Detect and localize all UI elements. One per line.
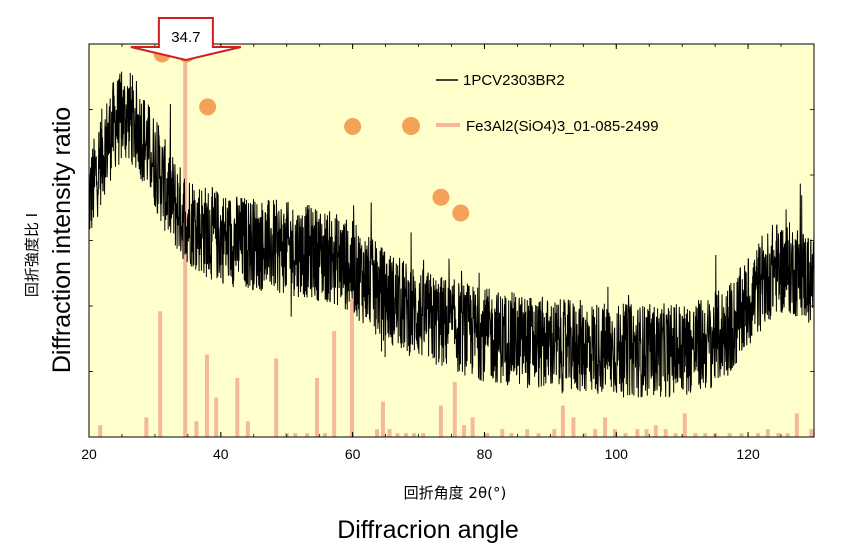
reference-peak [462, 425, 467, 437]
x-tick-label: 80 [477, 446, 493, 462]
legend-marker-reference [402, 117, 420, 135]
reference-peak [635, 429, 640, 437]
reference-peak [235, 378, 240, 437]
reference-peak [380, 401, 385, 437]
reference-peak [411, 433, 416, 437]
reference-peak [509, 433, 514, 437]
measured-line [88, 71, 815, 398]
reference-peak [322, 433, 327, 437]
reference-peak [158, 311, 163, 437]
x-tick-label: 120 [736, 446, 760, 462]
reference-peak [776, 433, 781, 437]
reference-peak [727, 433, 732, 437]
plot-area [88, 43, 815, 438]
reference-peak [703, 433, 708, 437]
reference-peak [739, 433, 744, 437]
x-tick-label: 20 [81, 446, 97, 462]
reference-peak [765, 429, 770, 437]
reference-peak [663, 429, 668, 437]
reference-peak [794, 413, 799, 437]
reference-peak [349, 299, 354, 437]
peak-marker [452, 204, 470, 222]
peak-marker [344, 118, 362, 136]
reference-peak [644, 429, 649, 437]
reference-peak [305, 433, 310, 437]
reference-peak [593, 429, 598, 437]
legend-label-measured: 1PCV2303BR2 [463, 72, 565, 89]
reference-peak [682, 413, 687, 437]
x-axis-title-jp: 回折角度 2θ(°) [404, 484, 507, 502]
x-tick-label: 60 [345, 446, 361, 462]
peak-marker [199, 98, 217, 116]
x-tick-label: 40 [213, 446, 229, 462]
callout-label: 34.7 [171, 29, 200, 46]
reference-peak [293, 433, 298, 437]
reference-peak [375, 429, 380, 437]
reference-peak [693, 433, 698, 437]
reference-peak [452, 381, 457, 437]
reference-peak [438, 405, 443, 437]
reference-peak [653, 425, 658, 437]
reference-peak [144, 417, 149, 437]
x-axis: 20 40 60 80 100 120 [81, 44, 760, 462]
reference-peak [194, 421, 199, 437]
reference-peak [525, 429, 530, 437]
reference-peak [571, 417, 576, 437]
reference-peak [485, 433, 490, 437]
reference-peak [552, 429, 557, 437]
reference-peak [470, 417, 475, 437]
peak-callout: 34.7 [130, 17, 242, 62]
reference-peak [274, 358, 279, 437]
reference-peak [214, 397, 219, 437]
frame-ticks [88, 43, 815, 438]
reference-peak [623, 433, 628, 437]
reference-peak [755, 433, 760, 437]
reference-peak [536, 433, 541, 437]
y-axis-title-jp: 回折強度比 I [23, 213, 41, 297]
reference-peak [245, 421, 250, 437]
callout-arrow-box [130, 17, 242, 62]
reference-peak [204, 354, 209, 437]
reference-peak [785, 433, 790, 437]
reference-peak [315, 378, 320, 437]
reference-peak [387, 429, 392, 437]
reference-peak [560, 405, 565, 437]
x-axis-title-en: Diffracrion angle [337, 516, 519, 544]
reference-peak [612, 429, 617, 437]
reference-peak [809, 429, 814, 437]
reference-peak [395, 433, 400, 437]
reference-peak [673, 433, 678, 437]
reference-peak [500, 429, 505, 437]
reference-peak [603, 417, 608, 437]
reference-peak [98, 425, 103, 437]
measured-trace [88, 71, 815, 398]
legend: 1PCV2303BR2 Fe3Al2(SiO4)3_01-085-2499 [402, 72, 659, 135]
peak-marker [432, 188, 450, 206]
reference-peak [421, 433, 426, 437]
reference-peak [332, 330, 337, 437]
reference-peak [582, 433, 587, 437]
legend-label-reference: Fe3Al2(SiO4)3_01-085-2499 [466, 118, 659, 135]
y-axis-title-en: Diffraction intensity ratio [48, 107, 76, 373]
reference-peak [404, 433, 409, 437]
x-tick-label: 100 [605, 446, 629, 462]
